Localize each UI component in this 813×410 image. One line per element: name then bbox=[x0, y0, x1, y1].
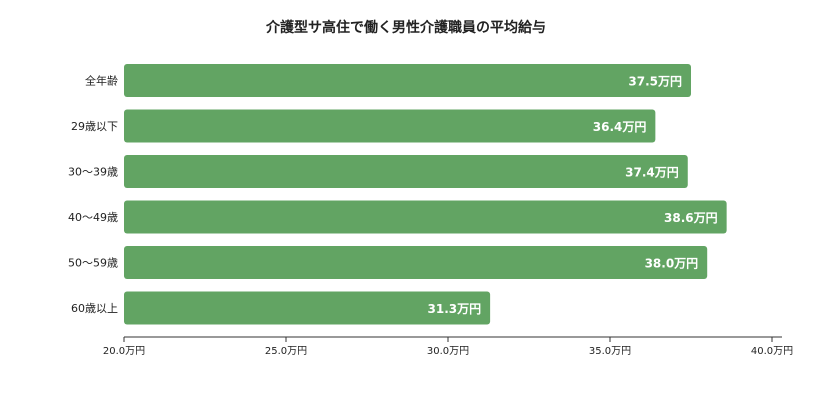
bar-value-label: 37.4万円 bbox=[625, 166, 679, 180]
chart-title: 介護型サ高住で働く男性介護職員の平均給与 bbox=[265, 19, 546, 36]
x-tick-label: 30.0万円 bbox=[427, 346, 469, 357]
category-label: 30～39歳 bbox=[68, 166, 118, 179]
bar bbox=[124, 291, 491, 325]
bar-value-label: 38.0万円 bbox=[645, 257, 699, 271]
category-labels-group: 全年齢 29歳以下 30～39歳 40～49歳 50～59歳 60歳以上 bbox=[68, 74, 118, 316]
bars-group: 37.5万円 36.4万円 37.4万円 38.6万円 38.0万円 31.3万円 bbox=[124, 64, 727, 325]
category-label: 60歳以上 bbox=[71, 302, 118, 315]
bar-value-label: 36.4万円 bbox=[593, 120, 647, 134]
bar bbox=[124, 109, 656, 143]
x-tick-label: 25.0万円 bbox=[265, 346, 307, 357]
category-label: 全年齢 bbox=[85, 74, 118, 88]
x-tick-label: 40.0万円 bbox=[751, 346, 793, 357]
bar bbox=[124, 64, 691, 97]
x-tick-label: 20.0万円 bbox=[103, 346, 145, 357]
bar-value-label: 31.3万円 bbox=[428, 302, 482, 316]
bar bbox=[124, 246, 708, 279]
category-label: 40～49歳 bbox=[68, 211, 118, 224]
category-label: 50～59歳 bbox=[68, 257, 118, 270]
bar bbox=[124, 155, 688, 188]
x-axis: 20.0万円 25.0万円 30.0万円 35.0万円 40.0万円 bbox=[103, 336, 793, 357]
category-label: 29歳以下 bbox=[71, 120, 118, 133]
bar-value-label: 38.6万円 bbox=[664, 211, 718, 225]
x-tick-label: 35.0万円 bbox=[589, 346, 631, 357]
bar bbox=[124, 200, 727, 234]
bar-value-label: 37.5万円 bbox=[628, 75, 682, 89]
